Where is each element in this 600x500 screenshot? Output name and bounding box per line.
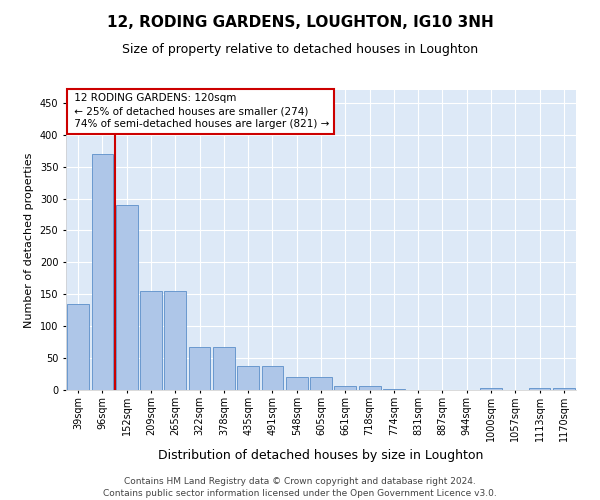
Bar — [91, 154, 113, 390]
Bar — [310, 377, 332, 390]
X-axis label: Distribution of detached houses by size in Loughton: Distribution of detached houses by size … — [158, 450, 484, 462]
Bar — [237, 366, 259, 390]
Text: 12, RODING GARDENS, LOUGHTON, IG10 3NH: 12, RODING GARDENS, LOUGHTON, IG10 3NH — [107, 15, 493, 30]
Bar — [140, 291, 162, 390]
Bar — [262, 366, 283, 390]
Bar — [213, 346, 235, 390]
Bar — [383, 388, 405, 390]
Text: Size of property relative to detached houses in Loughton: Size of property relative to detached ho… — [122, 42, 478, 56]
Bar — [553, 388, 575, 390]
Bar — [188, 346, 211, 390]
Bar — [480, 388, 502, 390]
Y-axis label: Number of detached properties: Number of detached properties — [24, 152, 34, 328]
Bar — [359, 386, 380, 390]
Bar — [116, 205, 137, 390]
Bar — [164, 291, 186, 390]
Bar — [67, 304, 89, 390]
Text: 12 RODING GARDENS: 120sqm
 ← 25% of detached houses are smaller (274)
 74% of se: 12 RODING GARDENS: 120sqm ← 25% of detac… — [71, 93, 329, 130]
Bar — [334, 386, 356, 390]
Bar — [529, 388, 550, 390]
Text: Contains HM Land Registry data © Crown copyright and database right 2024.
Contai: Contains HM Land Registry data © Crown c… — [103, 476, 497, 498]
Bar — [286, 377, 308, 390]
